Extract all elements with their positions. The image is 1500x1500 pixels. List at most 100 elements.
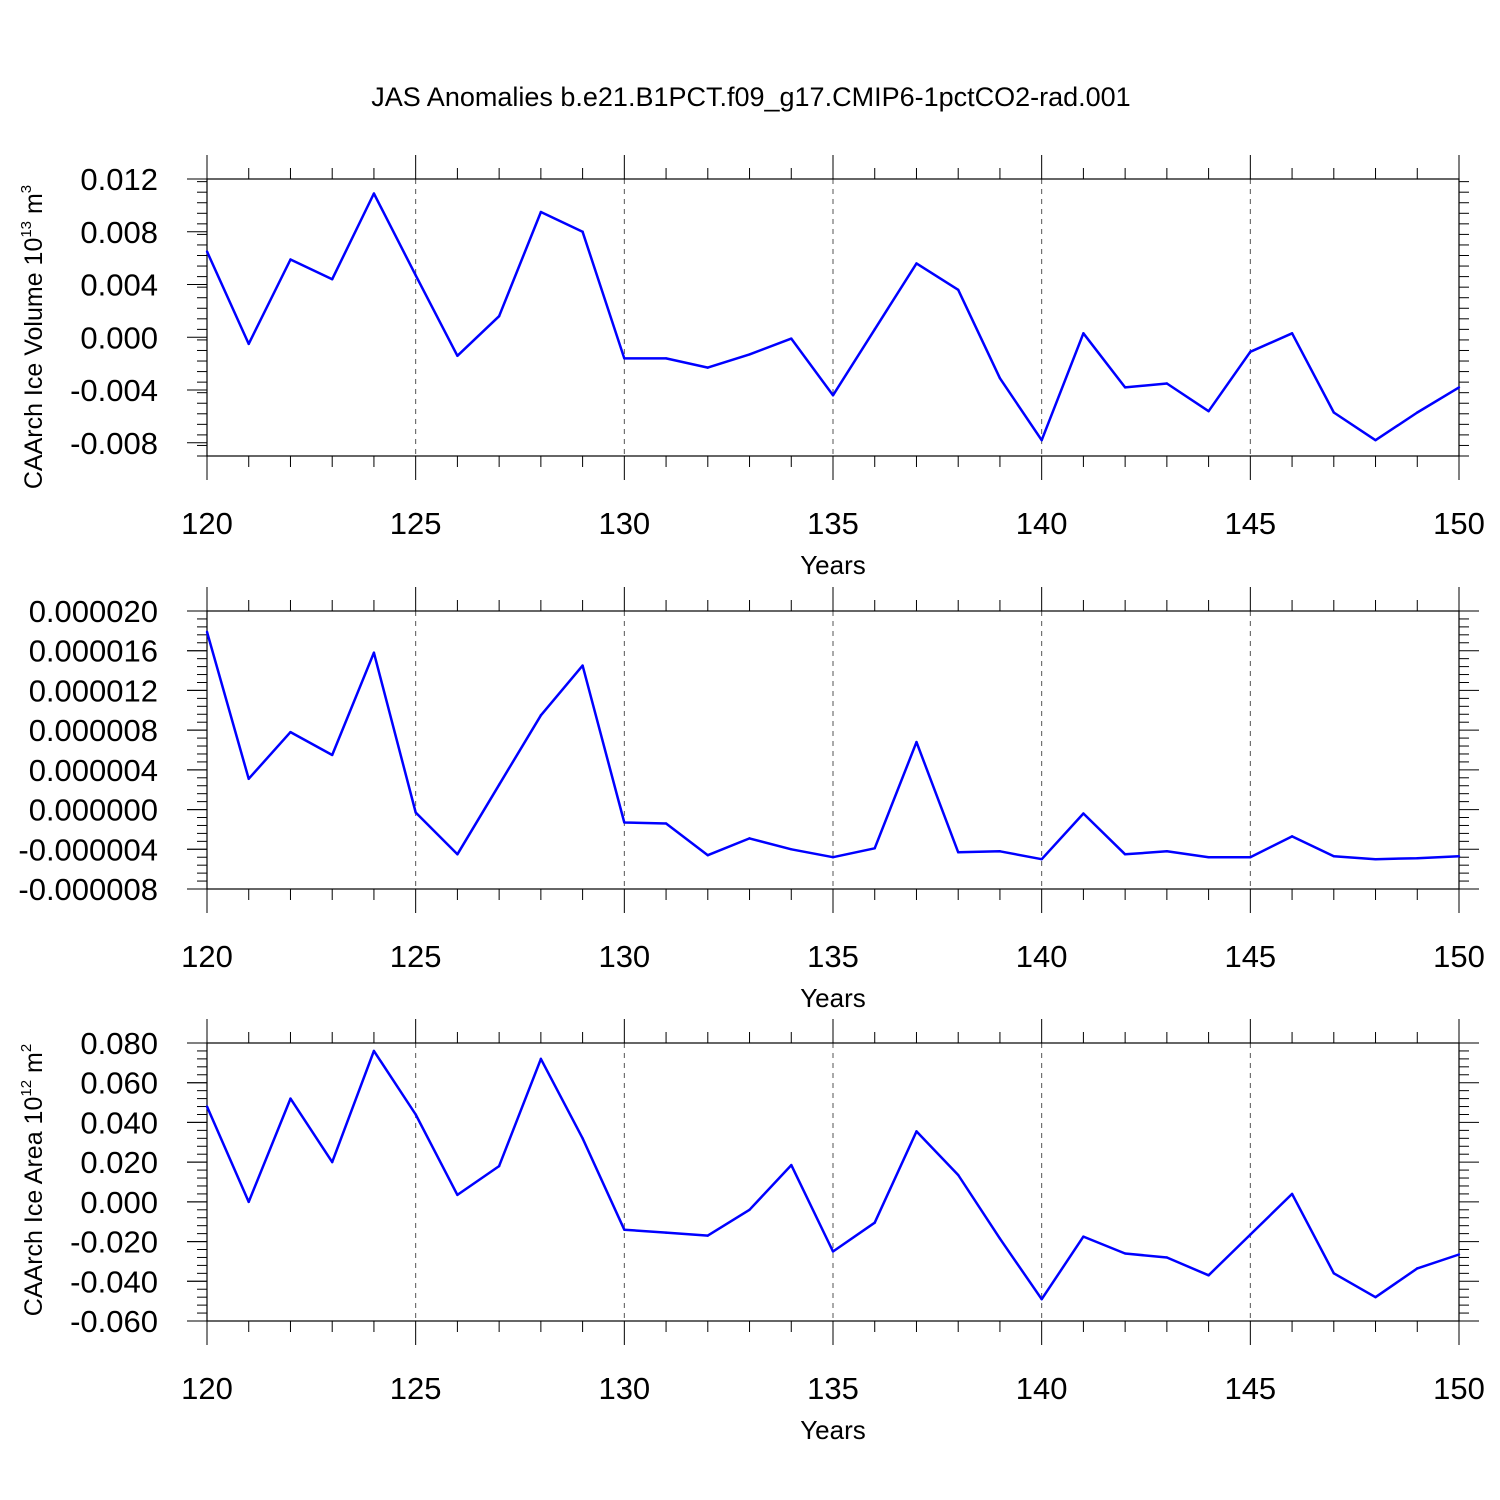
data-point — [1082, 332, 1085, 335]
data-point — [289, 1097, 292, 1100]
y-axis-label-exponent: 13 — [18, 221, 35, 238]
y-tick-label: -0.060 — [70, 1304, 158, 1339]
data-point — [706, 366, 709, 369]
data-point — [706, 854, 709, 857]
data-point — [414, 274, 417, 277]
data-point — [873, 328, 876, 331]
data-point — [873, 847, 876, 850]
data-point — [831, 394, 835, 397]
data-point — [497, 783, 501, 786]
data-point — [581, 230, 584, 233]
data-point — [331, 753, 334, 757]
y-tick-label: -0.000004 — [18, 832, 158, 867]
data-point — [664, 357, 668, 360]
y-axis-label-text: CAArch Ice Area 10 — [20, 1097, 48, 1317]
x-tick-label: 140 — [1016, 506, 1068, 541]
data-point — [331, 278, 334, 281]
data-point — [1374, 858, 1377, 861]
x-tick-label: 135 — [807, 1371, 859, 1406]
data-point — [664, 1231, 668, 1234]
x-tick-label: 145 — [1224, 1371, 1276, 1406]
x-tick-label: 130 — [598, 939, 650, 974]
y-tick-label: 0.000004 — [29, 753, 158, 788]
data-point — [414, 1113, 417, 1116]
data-point — [915, 740, 918, 744]
y-axis-label-exponent: 12 — [18, 1080, 35, 1097]
y-tick-label: 0.000 — [80, 320, 158, 355]
x-tick-label: 150 — [1433, 1371, 1485, 1406]
data-point — [1290, 332, 1294, 335]
data-point — [623, 1228, 626, 1231]
data-point — [456, 1193, 459, 1197]
x-tick-label: 135 — [807, 939, 859, 974]
data-point — [748, 353, 751, 356]
data-point — [1249, 350, 1252, 353]
x-tick-label: 130 — [598, 506, 650, 541]
data-point — [205, 1105, 209, 1108]
x-axis-label: Years — [800, 983, 866, 1013]
data-point — [790, 848, 793, 851]
data-point — [247, 342, 250, 346]
y-tick-label: 0.000 — [80, 1185, 158, 1220]
data-point — [456, 853, 459, 856]
data-point — [748, 837, 751, 840]
data-point — [414, 811, 417, 814]
data-point — [873, 1221, 876, 1224]
y-axis-label-unit-exponent: 3 — [18, 185, 35, 193]
ice-anomaly-panel: 120 125 130 135 140 145 150 Years 0.000020 0.0000… — [18, 587, 1485, 1013]
data-point — [1249, 856, 1252, 859]
y-axis-label-unit: m — [20, 1052, 48, 1080]
data-point — [1290, 835, 1294, 838]
data-point — [998, 850, 1002, 853]
x-tick-label: 140 — [1016, 939, 1068, 974]
x-tick-label: 145 — [1224, 506, 1276, 541]
data-point — [1123, 1252, 1127, 1255]
data-point — [289, 258, 292, 261]
x-axis-label: Years — [800, 1415, 866, 1445]
data-point — [957, 1173, 960, 1177]
y-tick-label: 0.000000 — [29, 793, 158, 828]
x-tick-label: 145 — [1224, 939, 1276, 974]
data-point — [998, 1237, 1002, 1240]
data-point — [623, 357, 626, 360]
data-point — [831, 856, 835, 859]
data-point — [1416, 411, 1419, 414]
y-tick-label: 0.040 — [80, 1105, 158, 1140]
data-point — [1290, 1192, 1294, 1196]
data-point — [1332, 411, 1336, 414]
data-point — [1416, 1267, 1419, 1270]
y-tick-label: 0.004 — [80, 268, 158, 303]
data-point — [748, 1208, 751, 1212]
data-point — [581, 664, 584, 667]
y-tick-label: -0.000008 — [18, 872, 158, 907]
data-point — [1457, 386, 1461, 389]
data-point — [247, 1200, 250, 1204]
data-point — [372, 1049, 376, 1053]
data-point — [1123, 853, 1127, 856]
x-tick-label: 135 — [807, 506, 859, 541]
x-tick-label: 120 — [181, 506, 233, 541]
data-point — [706, 1234, 709, 1237]
x-tick-label: 130 — [598, 1371, 650, 1406]
y-tick-label: -0.020 — [70, 1225, 158, 1260]
data-point — [1207, 856, 1210, 859]
data-point — [1249, 1233, 1252, 1236]
y-axis-label-unit: m — [20, 193, 48, 221]
x-tick-label: 125 — [390, 939, 442, 974]
data-point — [998, 376, 1002, 380]
data-point — [539, 210, 543, 214]
data-point — [581, 1137, 584, 1140]
y-axis-label-unit-exponent: 2 — [18, 1044, 35, 1052]
y-axis-label-text: CAArch Ice Volume 10 — [20, 238, 48, 490]
x-tick-label: 140 — [1016, 1371, 1068, 1406]
data-point — [1457, 855, 1461, 858]
data-point — [1416, 857, 1419, 860]
y-tick-label: 0.020 — [80, 1145, 158, 1180]
y-tick-label: -0.004 — [70, 373, 158, 408]
data-point — [497, 314, 501, 318]
data-point — [664, 822, 668, 825]
x-tick-label: 125 — [390, 1371, 442, 1406]
y-tick-label: 0.080 — [80, 1026, 158, 1061]
y-tick-label: 0.000016 — [29, 634, 158, 669]
y-tick-label: 0.000008 — [29, 713, 158, 748]
